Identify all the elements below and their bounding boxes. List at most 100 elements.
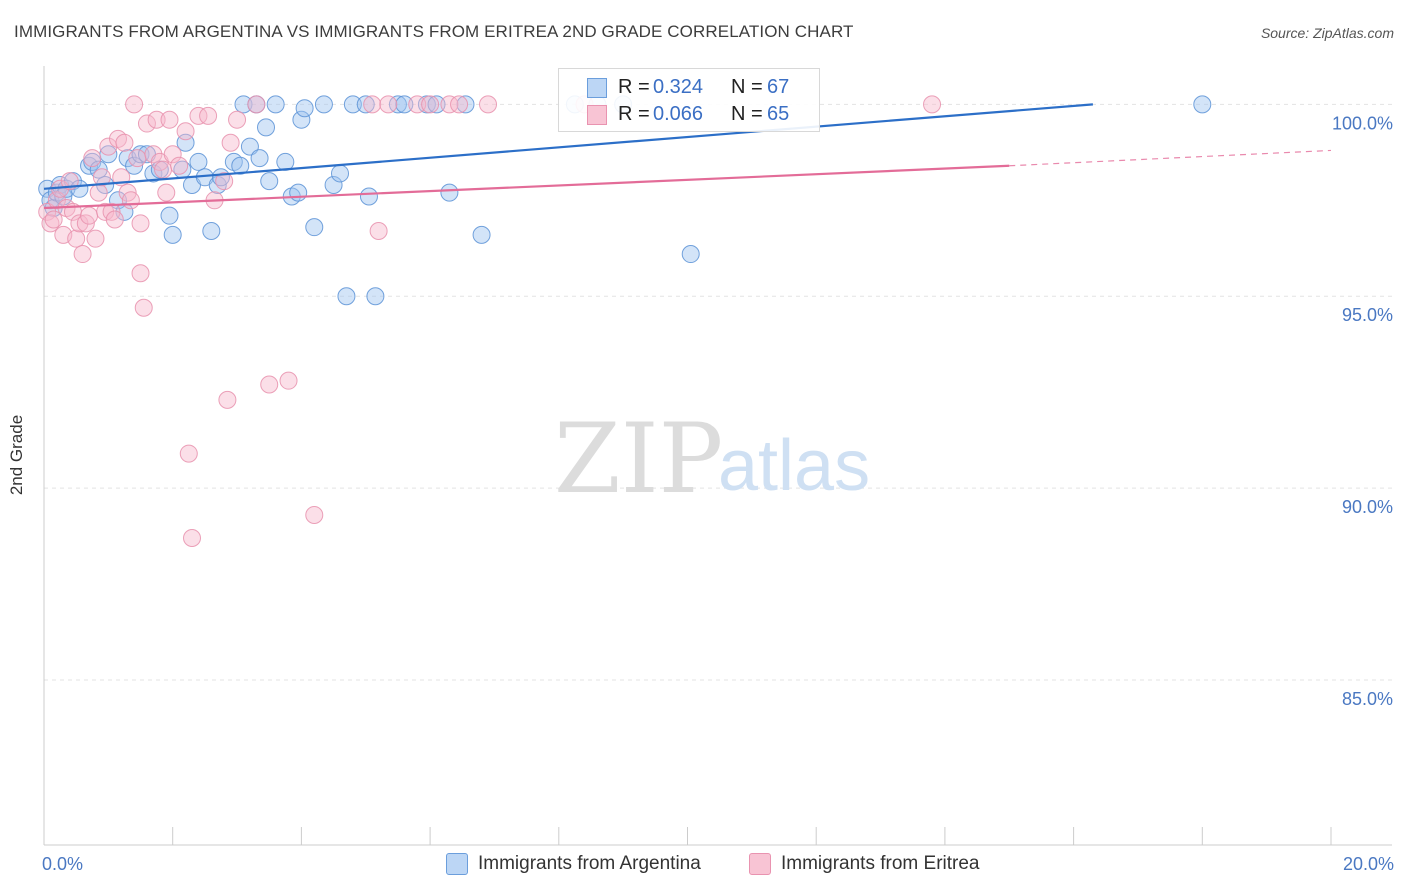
grid-lines bbox=[44, 103, 1392, 681]
argentina-point bbox=[440, 183, 459, 202]
eritrea-point bbox=[279, 371, 298, 390]
watermark-zip: ZIP bbox=[554, 403, 723, 515]
legend-swatch-argentina bbox=[587, 78, 607, 98]
eritrea-point bbox=[199, 106, 218, 125]
argentina-point bbox=[456, 95, 475, 114]
eritrea-point bbox=[369, 222, 388, 241]
eritrea-point bbox=[67, 229, 86, 248]
argentina-point bbox=[289, 183, 308, 202]
eritrea-point bbox=[440, 95, 459, 114]
eritrea-point bbox=[160, 110, 179, 129]
argentina-point bbox=[359, 187, 378, 206]
x-tick-label: 20.0% bbox=[1343, 854, 1394, 874]
legend-r-label: R = bbox=[618, 103, 650, 125]
eritrea-point bbox=[44, 210, 63, 229]
argentina-point bbox=[427, 95, 446, 114]
argentina-point bbox=[681, 245, 700, 264]
argentina-point bbox=[1193, 95, 1212, 114]
argentina-point bbox=[305, 218, 324, 237]
argentina-point bbox=[115, 202, 134, 221]
eritrea-point bbox=[83, 149, 102, 168]
legend-label-eritrea: Immigrants from Eritrea bbox=[781, 853, 980, 874]
y-tick-label: 90.0% bbox=[1342, 497, 1393, 517]
argentina-point bbox=[234, 95, 253, 114]
argentina-point bbox=[231, 156, 250, 175]
eritrea-point bbox=[215, 172, 234, 191]
argentina-point bbox=[160, 206, 179, 225]
eritrea-point bbox=[247, 95, 266, 114]
eritrea-point bbox=[131, 214, 150, 233]
data-points bbox=[38, 95, 1212, 548]
eritrea-point bbox=[131, 264, 150, 283]
argentina-point bbox=[324, 175, 343, 194]
legend-row-argentina: R = 0.324 N = 67 bbox=[559, 73, 819, 101]
argentina-point bbox=[388, 95, 407, 114]
correlation-legend: R = 0.324 N = 67 R = 0.066 N = 65 bbox=[558, 68, 820, 132]
eritrea-point bbox=[89, 183, 108, 202]
eritrea-point bbox=[73, 245, 92, 264]
eritrea-trend-line bbox=[43, 164, 1010, 210]
legend-n-value: 67 bbox=[767, 76, 790, 98]
legend-r-label: R = bbox=[618, 76, 650, 98]
legend-n-value: 65 bbox=[767, 103, 790, 125]
eritrea-point bbox=[105, 210, 124, 229]
watermark-atlas: atlas bbox=[718, 426, 870, 506]
argentina-point bbox=[260, 172, 279, 191]
argentina-point bbox=[343, 95, 362, 114]
eritrea-point bbox=[260, 375, 279, 394]
eritrea-point bbox=[305, 505, 324, 524]
eritrea-point bbox=[96, 202, 115, 221]
argentina-point bbox=[240, 137, 259, 156]
eritrea-point bbox=[125, 95, 144, 114]
eritrea-point bbox=[47, 191, 66, 210]
argentina-point bbox=[472, 225, 491, 244]
argentina-point bbox=[337, 287, 356, 306]
legend-swatch-eritrea bbox=[749, 853, 771, 875]
eritrea-point bbox=[228, 110, 247, 129]
argentina-point bbox=[331, 164, 350, 183]
argentina-trend-line bbox=[43, 103, 1093, 190]
argentina-point bbox=[356, 95, 375, 114]
eritrea-point bbox=[147, 110, 166, 129]
argentina-point bbox=[163, 225, 182, 244]
eritrea-point bbox=[86, 229, 105, 248]
y-tick-label: 100.0% bbox=[1332, 113, 1393, 133]
argentina-point bbox=[250, 149, 269, 168]
source-label: Source: ZipAtlas.com bbox=[1260, 25, 1394, 41]
eritrea-point bbox=[128, 149, 147, 168]
argentina-point bbox=[202, 222, 221, 241]
eritrea-point bbox=[408, 95, 427, 114]
tick-labels: 100.0% 95.0% 90.0% 85.0% 0.0% 20.0% bbox=[42, 113, 1394, 874]
eritrea-point bbox=[70, 214, 89, 233]
legend-r-value: 0.066 bbox=[653, 103, 704, 125]
legend-swatch-argentina bbox=[446, 853, 468, 875]
eritrea-point bbox=[157, 183, 176, 202]
argentina-point bbox=[292, 110, 311, 129]
eritrea-point bbox=[421, 95, 440, 114]
eritrea-point bbox=[189, 106, 208, 125]
argentina-point bbox=[189, 152, 208, 171]
eritrea-point bbox=[218, 390, 237, 409]
eritrea-point bbox=[137, 114, 156, 133]
eritrea-point bbox=[179, 444, 198, 463]
eritrea-point bbox=[379, 95, 398, 114]
watermark: ZIP atlas bbox=[554, 403, 870, 515]
eritrea-point bbox=[183, 529, 202, 548]
y-tick-label: 95.0% bbox=[1342, 305, 1393, 325]
eritrea-point bbox=[163, 145, 182, 164]
eritrea-point bbox=[115, 133, 134, 152]
argentina-point bbox=[83, 152, 102, 171]
eritrea-point bbox=[221, 133, 240, 152]
argentina-point bbox=[257, 118, 276, 137]
legend-row-eritrea: R = 0.066 N = 65 bbox=[559, 100, 819, 128]
argentina-point bbox=[395, 95, 414, 114]
eritrea-point bbox=[154, 160, 173, 179]
eritrea-point bbox=[134, 298, 153, 317]
argentina-point bbox=[266, 95, 285, 114]
argentina-point bbox=[295, 99, 314, 118]
x-tick-label: 0.0% bbox=[42, 854, 83, 874]
eritrea-point bbox=[92, 168, 111, 187]
legend-n-label: N = bbox=[731, 76, 763, 98]
series-legend: Immigrants from Argentina Immigrants fro… bbox=[0, 852, 1406, 878]
